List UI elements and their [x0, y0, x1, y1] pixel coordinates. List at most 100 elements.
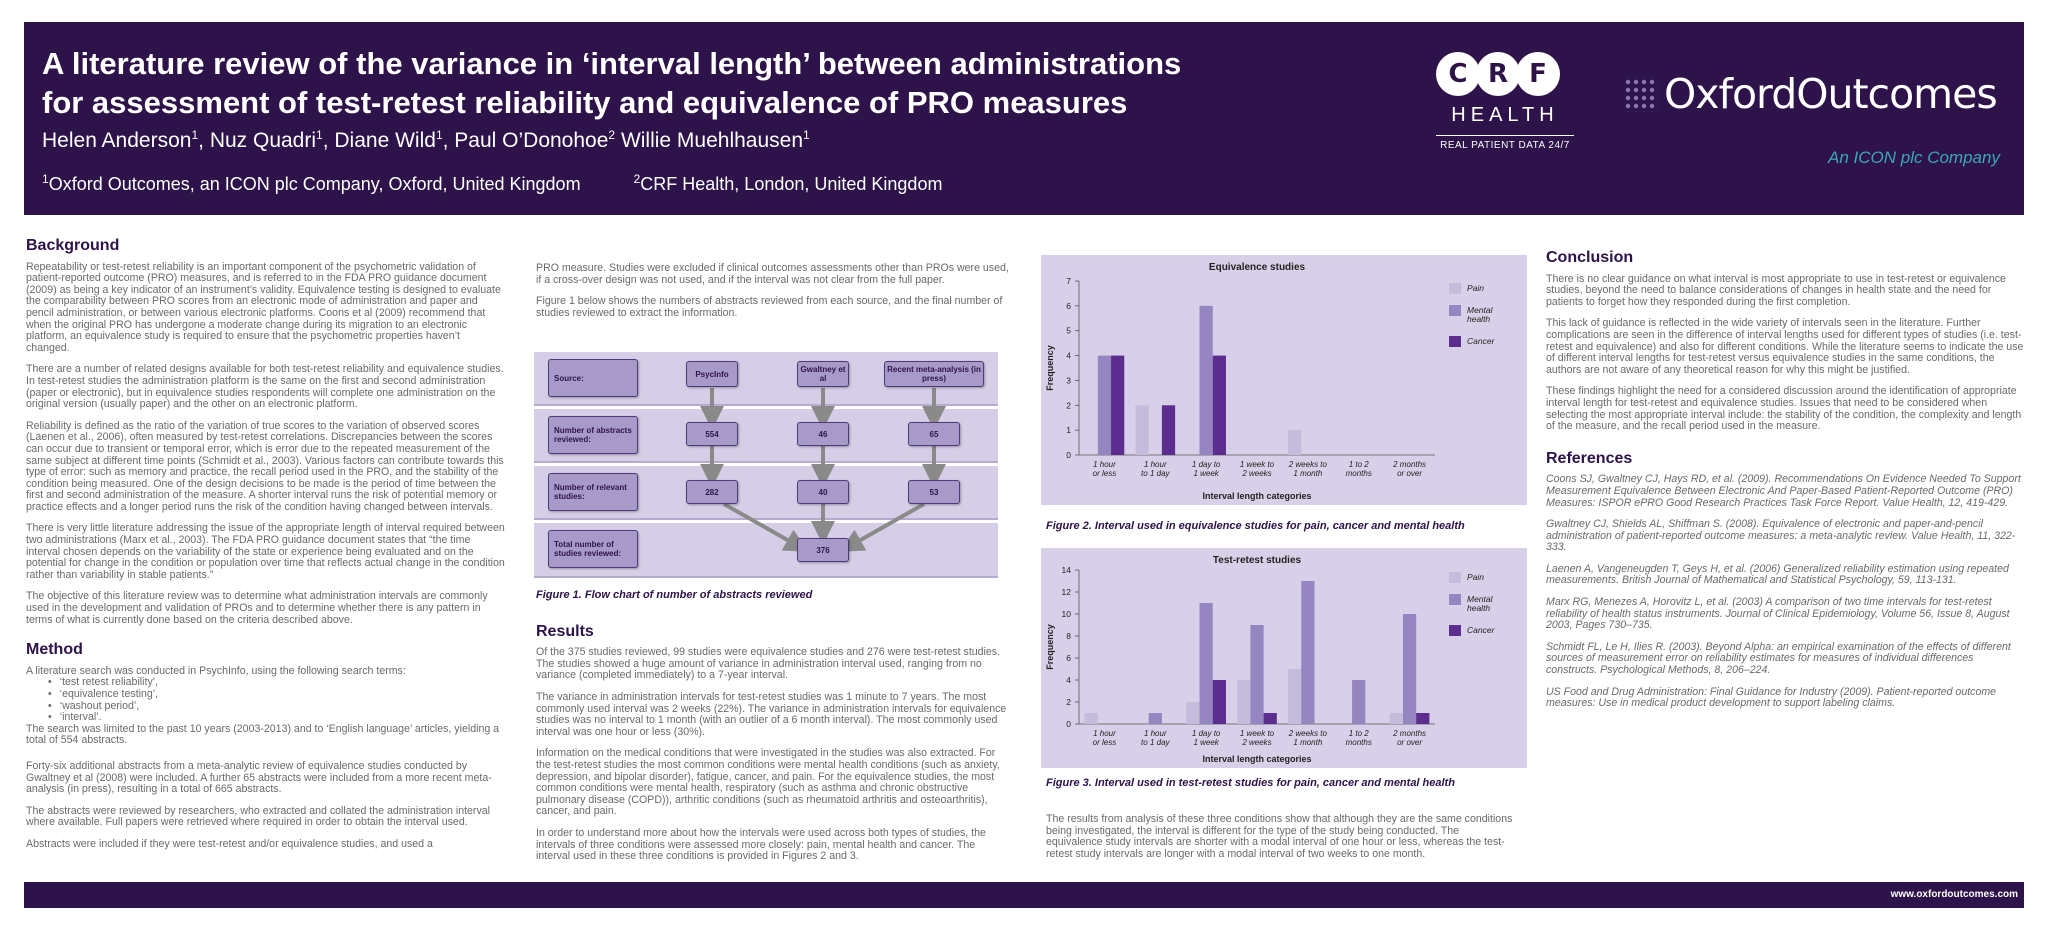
x-tick-label: to 1 day: [1141, 738, 1170, 747]
x-axis-label: Interval length categories: [1202, 491, 1311, 501]
title-line-1: A literature review of the variance in ‘…: [42, 46, 1182, 81]
chart-title: Equivalence studies: [1209, 262, 1306, 273]
footer-url: www.oxfordoutcomes.com: [1890, 889, 2018, 900]
author-sep: ,: [442, 129, 455, 152]
affil-sup: 2: [633, 172, 641, 186]
flow-relevant-box: 282: [686, 480, 738, 504]
dot-grid-icon: [1624, 78, 1658, 112]
conclusion-paragraph: There is no clear guidance on what inter…: [1546, 272, 2006, 308]
x-tick-label: or over: [1397, 738, 1422, 747]
y-tick-label: 5: [1066, 326, 1071, 336]
background-paragraph: There is very little literature addressi…: [26, 522, 505, 581]
bar-pain: [1288, 669, 1302, 724]
x-tick-label: 1 to 2: [1349, 460, 1370, 469]
results-paragraph: In order to understand more about how th…: [536, 826, 986, 863]
bar-mental-health: [1301, 581, 1315, 724]
y-tick-label: 2: [1066, 400, 1071, 410]
legend-label: Mental: [1467, 594, 1494, 604]
reference-item: Gwaltney CJ, Shields AL, Shiffman S. (20…: [1546, 518, 2016, 554]
reference-list: Coons SJ, Gwaltney CJ, Hays RD, et al. (…: [1546, 474, 2026, 710]
flow-label-source: Source:: [548, 359, 638, 397]
bar-cancer: [1416, 713, 1430, 724]
bar-pain: [1135, 405, 1149, 455]
x-tick-label: 2 weeks: [1241, 469, 1271, 478]
poster-title: A literature review of the variance in ‘…: [42, 44, 1392, 122]
crf-health-logo: C R F HEALTH REAL PATIENT DATA 24/7: [1436, 52, 1576, 172]
bar-pain: [1288, 430, 1302, 455]
y-axis-label: Frequency: [1045, 624, 1055, 670]
column-2-top: PRO measure. Studies were excluded if cl…: [536, 262, 1011, 329]
flow-source-box: Recent meta-analysis (in press): [884, 361, 984, 387]
x-tick-label: 1 week: [1193, 469, 1219, 478]
results-heading: Results: [536, 622, 594, 640]
arrow: [839, 502, 925, 552]
author-name: Paul O’Donohoe: [454, 129, 609, 152]
figure-1-intro: Figure 1 below shows the numbers of abst…: [536, 295, 1003, 319]
wordmark-part-2: Outcomes: [1796, 70, 1997, 118]
legend-swatch: [1449, 283, 1461, 294]
bar-mental-health: [1097, 355, 1112, 455]
affiliation-2: 2CRF Health, London, United Kingdom: [633, 172, 943, 194]
bar-pain: [1186, 702, 1200, 724]
x-tick-label: 1 hour: [1144, 729, 1167, 738]
bar-mental-health: [1148, 713, 1162, 724]
column-4: Conclusion There is no clear guidance on…: [1546, 249, 2026, 720]
x-tick-label: 1 to 2: [1349, 729, 1370, 738]
poster-header: A literature review of the variance in ‘…: [24, 22, 2024, 215]
conclusion-paragraph: These findings highlight the need for a …: [1546, 385, 2022, 433]
author-sep: ,: [322, 129, 335, 152]
y-tick-label: 6: [1066, 301, 1071, 311]
y-tick-label: 3: [1066, 375, 1071, 385]
wordmark-part-1: Oxford: [1664, 70, 1797, 118]
author-list: Helen Anderson1, Nuz Quadri1, Diane Wild…: [42, 129, 810, 153]
author-affil-sup: 2: [608, 128, 616, 142]
reference-item: US Food and Drug Administration: Final G…: [1546, 685, 1997, 710]
title-line-2: for assessment of test-retest reliabilit…: [42, 85, 1128, 120]
conclusion-heading: Conclusion: [1546, 249, 1634, 266]
background-paragraph: The objective of this literature review …: [26, 590, 488, 626]
y-tick-label: 0: [1066, 719, 1071, 729]
x-tick-label: 1 month: [1293, 738, 1322, 747]
chart-title: Test-retest studies: [1213, 555, 1302, 566]
author-sep: ,: [198, 129, 210, 152]
legend-label: health: [1467, 314, 1490, 324]
legend-label: Pain: [1467, 283, 1484, 293]
x-tick-label: to 1 day: [1141, 469, 1170, 478]
flow-label-total: Total number of studies reviewed:: [548, 530, 638, 568]
search-term: ‘interval’.: [48, 712, 506, 724]
flow-label-relevant: Number of relevant studies:: [548, 473, 638, 511]
poster-footer: www.oxfordoutcomes.com: [24, 882, 2024, 908]
figure-1-caption: Figure 1. Flow chart of number of abstra…: [536, 589, 813, 601]
references-heading: References: [1546, 449, 1633, 467]
legend-swatch: [1449, 625, 1461, 636]
affil-sup: 1: [42, 172, 49, 186]
bar-mental-health: [1199, 305, 1213, 455]
bar-cancer: [1161, 405, 1176, 455]
method-paragraph: The search was limited to the past 10 ye…: [26, 722, 500, 747]
affiliations: 1Oxford Outcomes, an ICON plc Company, O…: [42, 172, 990, 195]
oxford-outcomes-wordmark: OxfordOutcomes: [1664, 70, 1998, 118]
affiliation-1: 1Oxford Outcomes, an ICON plc Company, O…: [42, 172, 581, 194]
author-affil-sup: 1: [435, 128, 443, 142]
method-continued: PRO measure. Studies were excluded if cl…: [536, 262, 1009, 286]
bar-mental-health: [1199, 603, 1213, 724]
crf-letters: C R F: [1436, 52, 1576, 96]
y-tick-label: 6: [1066, 653, 1071, 663]
bar-cancer: [1111, 355, 1125, 455]
y-tick-label: 7: [1066, 276, 1071, 286]
legend-label: Mental: [1467, 305, 1494, 315]
reference-item: Laenen A, Vangeneugden T, Geys H, et al.…: [1546, 562, 2009, 587]
x-tick-label: 1 week to: [1240, 729, 1275, 738]
flow-abstracts-box: 554: [686, 422, 738, 446]
flow-relevant-box: 53: [908, 480, 960, 504]
method-paragraph: Abstracts were included if they were tes…: [26, 837, 433, 850]
affil-text: Oxford Outcomes, an ICON plc Company, Ox…: [48, 174, 581, 194]
background-paragraph: Repeatability or test-retest reliability…: [26, 260, 501, 354]
flow-label-abstracts: Number of abstracts reviewed:: [548, 416, 638, 454]
column-2-bottom: Figure 1. Flow chart of number of abstra…: [536, 589, 1011, 873]
flow-arrows: [700, 388, 946, 552]
reference-item: Marx RG, Menezes A, Horovitz L, et al. (…: [1546, 596, 2010, 632]
x-tick-label: 2 weeks to: [1288, 729, 1328, 738]
figure-2-caption: Figure 2. Interval used in equivalence s…: [1046, 520, 1465, 532]
y-tick-label: 1: [1066, 425, 1071, 435]
